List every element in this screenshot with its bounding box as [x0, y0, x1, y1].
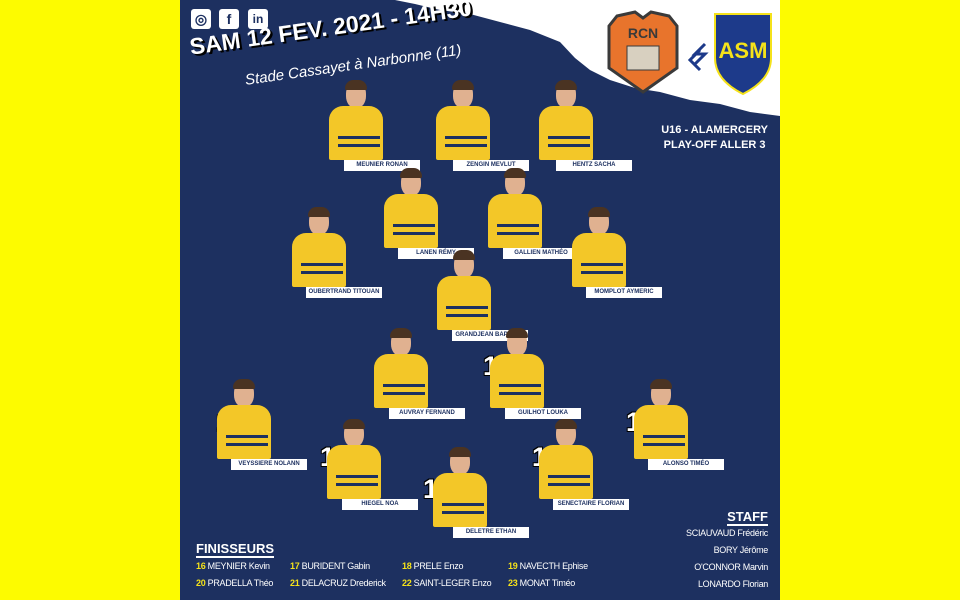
staff-member: O'CONNOR Marvin [694, 562, 768, 572]
finisseur-item: 17 BURIDENT Gabin [290, 561, 370, 571]
linkedin-icon[interactable]: in [248, 9, 268, 29]
player-photo [289, 207, 349, 287]
team-logos: RCN ASM [607, 10, 772, 96]
versus-chevrons-icon [687, 42, 709, 72]
player-photo [326, 80, 386, 160]
torn-paper-background [395, 0, 780, 116]
player-name-label: HENTZ SACHA [556, 160, 632, 171]
player-name-label: VEYSSIERE NOLANN [231, 459, 307, 470]
player-name-label: GALLIEN MATHÉO [503, 248, 579, 259]
player-name-label: ALONSO TIMÉO [648, 459, 724, 470]
finisseur-item: 21 DELACRUZ Drederick [290, 578, 386, 588]
player-photo [430, 447, 490, 527]
finisseur-item: 19 NAVECTH Ephise [508, 561, 588, 571]
player-name-label: GUILHOT LOUKA [505, 408, 581, 419]
player-photo [214, 379, 274, 459]
facebook-icon[interactable]: f [219, 9, 239, 29]
staff-member: LONARDO Florian [697, 579, 768, 589]
player-name-label: HIEGEL NOA [342, 499, 418, 510]
instagram-icon[interactable]: ◎ [191, 9, 211, 29]
player-name-label: AUVRAY FERNAND [389, 408, 465, 419]
lineup-poster: ◎ f in SAM 12 FEV. 2021 - 14H30 Stade Ca… [180, 0, 780, 600]
player-photo [536, 80, 596, 160]
player-photo [433, 80, 493, 160]
rcn-logo: RCN [607, 10, 679, 94]
finisseurs-title: FINISSEURS [196, 541, 275, 558]
competition-round: PLAY-OFF ALLER 3 [663, 139, 766, 151]
finisseur-item: 16 MEYNIER Kevin [196, 561, 270, 571]
player-name-label: ZENGIN MEVLUT [453, 160, 529, 171]
player-name-label: MOMPLOT AYMERIC [586, 287, 662, 298]
player-photo [536, 419, 596, 499]
player-name-label: LANEN RÉMY [398, 248, 474, 259]
finisseur-item: 20 PRADELLA Théo [196, 578, 274, 588]
player-name-label: DELETRE ETHAN [453, 527, 529, 538]
player-photo [487, 328, 547, 408]
player-photo [631, 379, 691, 459]
player-name-label: SENECTAIRE FLORIAN [553, 499, 629, 510]
player-photo [569, 207, 629, 287]
player-name-label: OUBERTRAND TITOUAN [306, 287, 382, 298]
svg-text:RCN: RCN [628, 25, 658, 41]
player-name-label: GRANDJEAN BAPTISTE [452, 330, 528, 341]
player-photo [485, 168, 545, 248]
competition-name: U16 - ALAMERCERY [661, 124, 768, 136]
asm-logo: ASM [714, 13, 772, 96]
svg-text:ASM: ASM [719, 38, 768, 63]
player-photo [381, 168, 441, 248]
staff-title: STAFF [727, 509, 768, 526]
staff-member: SCIAUVAUD Frédéric [686, 528, 768, 538]
finisseur-item: 23 MONAT Timéo [508, 578, 576, 588]
player-photo [324, 419, 384, 499]
player-name-label: MEUNIER RONAN [344, 160, 420, 171]
finisseur-item: 18 PRELE Enzo [402, 561, 464, 571]
player-photo [371, 328, 431, 408]
staff-member: BORY Jérôme [713, 545, 769, 555]
player-photo [434, 250, 494, 330]
competition-info: U16 - ALAMERCERY PLAY-OFF ALLER 3 [661, 123, 768, 153]
finisseur-item: 22 SAINT-LEGER Enzo [402, 578, 492, 588]
